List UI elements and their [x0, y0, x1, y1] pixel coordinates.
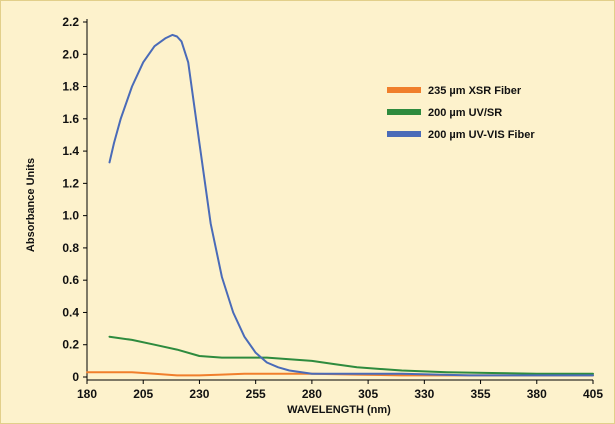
y-axis-title: Absorbance Units — [25, 158, 37, 252]
legend: 235 µm XSR Fiber 200 µm UV/SR 200 µm UV-VI… — [387, 85, 535, 141]
y-tick-label: 1.2 — [62, 176, 79, 190]
x-tick-label: 380 — [527, 387, 547, 401]
series-line-3 — [108, 33, 594, 377]
axes: 0 0.2 0.4 0.6 0.8 1.0 1.2 1.4 1.6 1.8 2.0 2.2 180 205… — [62, 15, 603, 401]
x-tick-label: 405 — [583, 387, 603, 401]
y-tick-label: 1.4 — [62, 144, 79, 158]
x-tick-label: 230 — [189, 387, 209, 401]
x-tick-label: 330 — [414, 387, 434, 401]
y-tick-label: 1.0 — [62, 209, 79, 223]
x-tick-label: 280 — [302, 387, 322, 401]
y-tick-label: 1.6 — [62, 112, 79, 126]
y-tick-label: 2.0 — [62, 47, 79, 61]
legend-label-3: 200 µm UV-VIS Fiber — [428, 129, 535, 141]
y-tick-label: 0.2 — [62, 338, 79, 352]
y-tick-label: 1.8 — [62, 80, 79, 94]
y-tick-label: 2.2 — [62, 15, 79, 29]
y-tick-label: 0.6 — [62, 273, 79, 287]
x-tick-label: 305 — [358, 387, 378, 401]
x-tick-label: 355 — [471, 387, 491, 401]
x-axis-title: WAVELENGTH (nm) — [287, 404, 391, 416]
plot-lines — [86, 33, 594, 377]
x-tick-label: 255 — [246, 387, 266, 401]
y-tick-label: 0.4 — [62, 305, 79, 319]
series-line-2 — [108, 335, 594, 375]
legend-label-1: 235 µm XSR Fiber — [428, 85, 522, 97]
y-tick-label: 0.8 — [62, 241, 79, 255]
legend-swatch-1 — [387, 87, 421, 93]
legend-swatch-2 — [387, 109, 421, 115]
x-tick-label: 205 — [133, 387, 153, 401]
y-tick-label: 0 — [72, 370, 79, 384]
x-tick-label: 180 — [77, 387, 97, 401]
legend-swatch-3 — [387, 131, 421, 137]
legend-label-2: 200 µm UV/SR — [428, 107, 502, 119]
